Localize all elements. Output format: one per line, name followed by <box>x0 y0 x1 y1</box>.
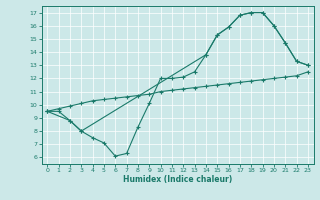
X-axis label: Humidex (Indice chaleur): Humidex (Indice chaleur) <box>123 175 232 184</box>
